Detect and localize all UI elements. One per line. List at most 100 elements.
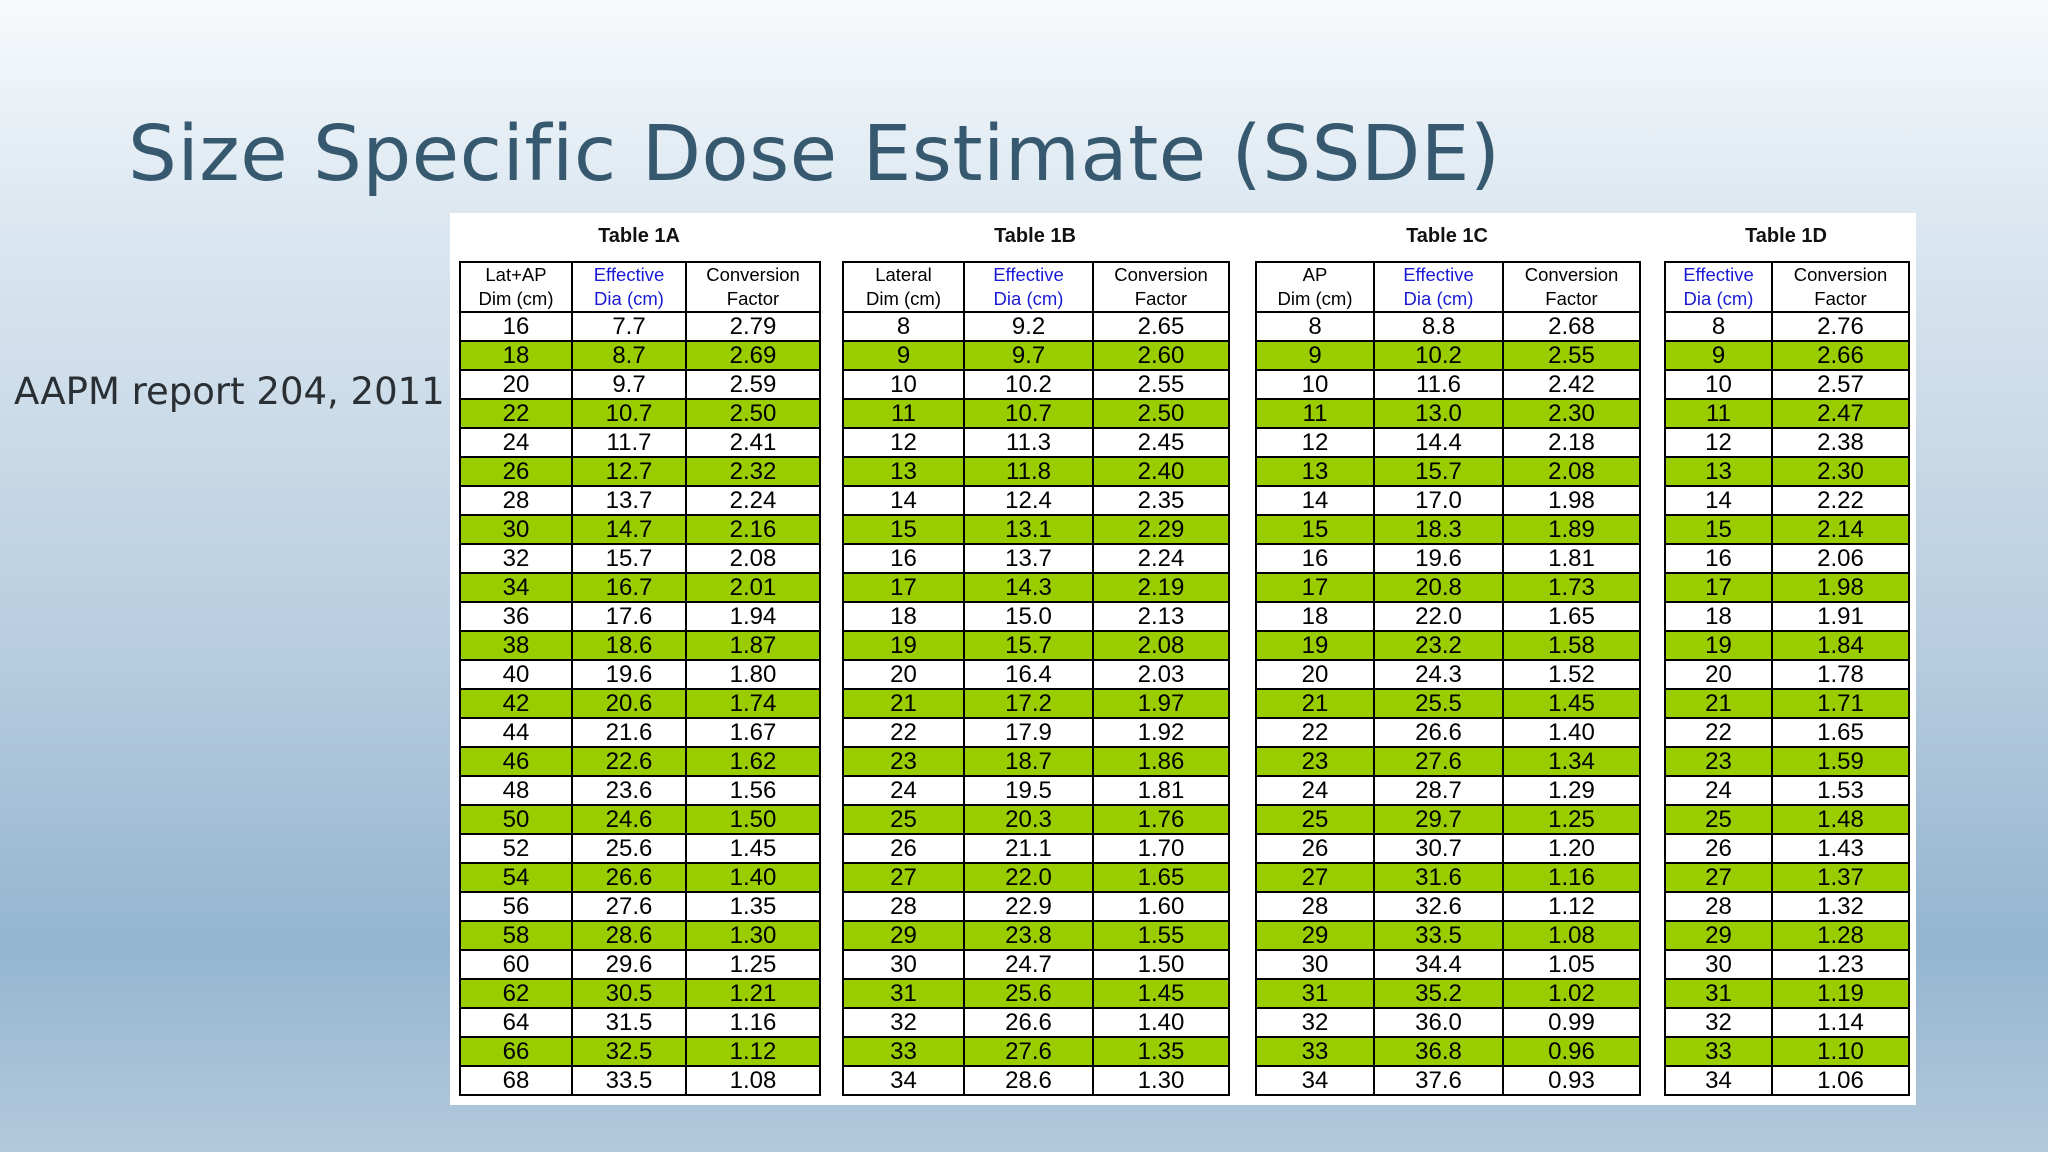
table-cell: 9 — [1664, 340, 1773, 371]
table-cell: 28 — [1255, 891, 1375, 922]
table-cell: 2.30 — [1502, 398, 1641, 429]
table-row: 31 1.19 — [1664, 978, 1910, 1009]
table-cell: 26 — [842, 833, 965, 864]
table-cell: 56 — [459, 891, 573, 922]
table-cell: 1.76 — [1092, 804, 1230, 835]
table-row: 17 1.98 — [1664, 572, 1910, 603]
table-row: 28 1.32 — [1664, 891, 1910, 922]
table-cell: 8 — [842, 311, 965, 342]
table-row: 32 36.0 0.99 — [1255, 1007, 1641, 1038]
table-row: 11 10.7 2.50 — [842, 398, 1230, 429]
table-cell: 14.7 — [571, 514, 687, 545]
table-cell: 37.6 — [1373, 1065, 1504, 1096]
table-row: 23 1.59 — [1664, 746, 1910, 777]
table-cell: 1.35 — [1092, 1036, 1230, 1067]
table-cell: 20.8 — [1373, 572, 1504, 603]
table-cell: 8.8 — [1373, 311, 1504, 342]
slide-title: Size Specific Dose Estimate (SSDE) — [128, 110, 1501, 199]
table-cell: 21 — [842, 688, 965, 719]
table-cell: 36.8 — [1373, 1036, 1504, 1067]
table-row: 20 24.3 1.52 — [1255, 659, 1641, 690]
table-title: Table 1B — [994, 225, 1076, 247]
table-cell: 9.7 — [571, 369, 687, 400]
table-cell: 10.7 — [963, 398, 1094, 429]
table-cell: 36.0 — [1373, 1007, 1504, 1038]
table-cell: 2.22 — [1771, 485, 1910, 516]
table-cell: 14 — [842, 485, 965, 516]
table-cell: 28.7 — [1373, 775, 1504, 806]
table-cell: 22.0 — [963, 862, 1094, 893]
table-cell: 31 — [1255, 978, 1375, 1009]
table-cell: 12.7 — [571, 456, 687, 487]
table-cell: 9 — [842, 340, 965, 371]
table-row: 21 1.71 — [1664, 688, 1910, 719]
table-cell: 1.37 — [1771, 862, 1910, 893]
header-row: Dim (cm) Dia (cm) Factor — [842, 287, 1230, 313]
table-row: 34 1.06 — [1664, 1065, 1910, 1096]
table-cell: 2.50 — [685, 398, 821, 429]
table-cell: 26 — [1664, 833, 1773, 864]
table-cell: 2.24 — [685, 485, 821, 516]
column-header: Effective — [1664, 261, 1773, 287]
table-cell: 0.93 — [1502, 1065, 1641, 1096]
table-cell: 64 — [459, 1007, 573, 1038]
table-cell: 13 — [842, 456, 965, 487]
table-cell: 1.20 — [1502, 833, 1641, 864]
table-cell: 48 — [459, 775, 573, 806]
table-cell: 1.65 — [1092, 862, 1230, 893]
table-cell: 1.84 — [1771, 630, 1910, 661]
table-cell: 58 — [459, 920, 573, 951]
table-row: 18 8.7 2.69 — [459, 340, 821, 371]
table-cell: 15.7 — [963, 630, 1094, 661]
table-cell: 1.80 — [685, 659, 821, 690]
table-cell: 8 — [1255, 311, 1375, 342]
table-cell: 2.38 — [1771, 427, 1910, 458]
table-cell: 9 — [1255, 340, 1375, 371]
table-cell: 2.14 — [1771, 514, 1910, 545]
table-title: Table 1C — [1406, 225, 1488, 247]
table-cell: 26 — [1255, 833, 1375, 864]
table-cell: 30 — [842, 949, 965, 980]
table-row: 30 34.4 1.05 — [1255, 949, 1641, 980]
table-cell: 31 — [842, 978, 965, 1009]
table-cell: 24 — [459, 427, 573, 458]
table-row: 62 30.5 1.21 — [459, 978, 821, 1009]
table-row: 19 23.2 1.58 — [1255, 630, 1641, 661]
table-cell: 2.55 — [1092, 369, 1230, 400]
conversion-table: Lat+AP Effective Conversion Dim (cm) Dia (cm… — [459, 261, 821, 1096]
table-cell: 15.7 — [571, 543, 687, 574]
conversion-table: Lateral Effective Conversion Dim (cm) Dia (c… — [842, 261, 1230, 1096]
table-cell: 1.06 — [1771, 1065, 1910, 1096]
table-cell: 1.40 — [685, 862, 821, 893]
table-cell: 24.6 — [571, 804, 687, 835]
table-row: 25 29.7 1.25 — [1255, 804, 1641, 835]
table-row: 60 29.6 1.25 — [459, 949, 821, 980]
table-cell: 2.41 — [685, 427, 821, 458]
header-row: Lateral Effective Conversion — [842, 261, 1230, 287]
table-cell: 1.65 — [1502, 601, 1641, 632]
table-cell: 10.2 — [963, 369, 1094, 400]
table-cell: 20.3 — [963, 804, 1094, 835]
table-cell: 29 — [1255, 920, 1375, 951]
table-cell: 1.14 — [1771, 1007, 1910, 1038]
table-cell: 2.42 — [1502, 369, 1641, 400]
table-cell: 60 — [459, 949, 573, 980]
table-title: Table 1D — [1745, 225, 1827, 247]
table-row: 12 14.4 2.18 — [1255, 427, 1641, 458]
table-row: 13 15.7 2.08 — [1255, 456, 1641, 487]
table-row: 30 24.7 1.50 — [842, 949, 1230, 980]
table-cell: 30.7 — [1373, 833, 1504, 864]
table-cell: 1.94 — [685, 601, 821, 632]
table-cell: 1.73 — [1502, 572, 1641, 603]
column-header: Conversion — [1092, 261, 1230, 287]
table-cell: 30 — [459, 514, 573, 545]
table-cell: 15 — [842, 514, 965, 545]
table-cell: 34 — [1255, 1065, 1375, 1096]
table-row: 17 20.8 1.73 — [1255, 572, 1641, 603]
table-cell: 15 — [1255, 514, 1375, 545]
table-row: 20 1.78 — [1664, 659, 1910, 690]
table-cell: 25.5 — [1373, 688, 1504, 719]
table-cell: 1.08 — [1502, 920, 1641, 951]
table-cell: 66 — [459, 1036, 573, 1067]
table-cell: 32 — [1255, 1007, 1375, 1038]
